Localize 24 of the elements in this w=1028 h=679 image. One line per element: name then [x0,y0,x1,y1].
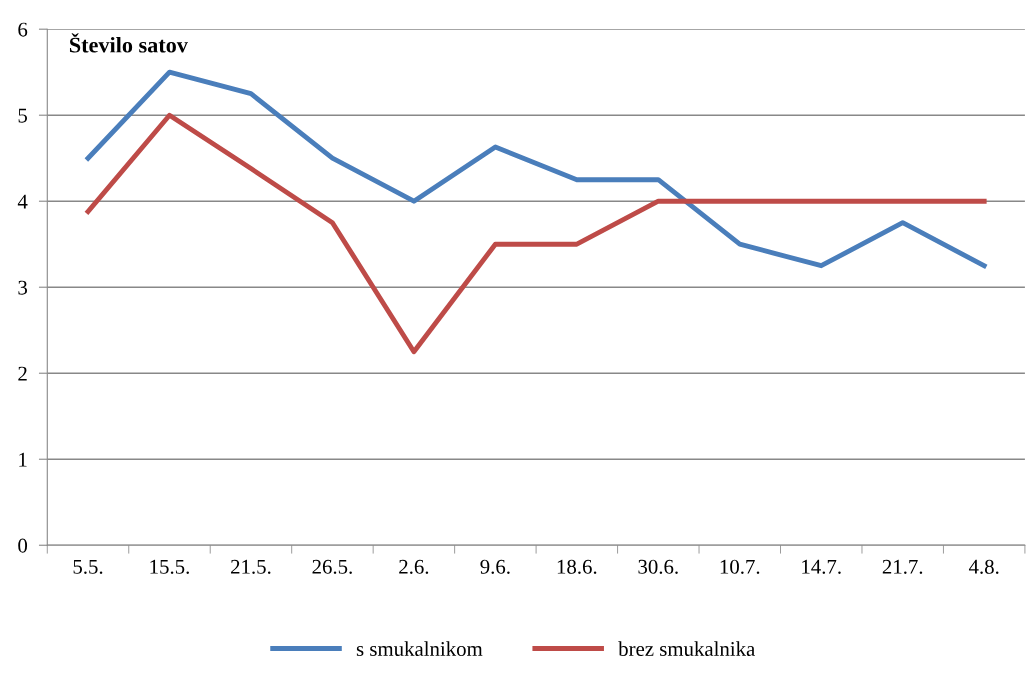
x-tick-label: 9.6. [480,559,510,574]
x-tick-label: 18.6. [557,559,597,574]
y-tick-label: 3 [18,280,28,295]
x-tick-label: 15.5. [150,559,189,574]
y-tick-label: 4 [17,194,28,209]
legend-label: brez smukalnika [618,641,756,657]
legend-label: s smukalnikom [356,641,483,657]
line-series [85,112,987,355]
x-tick-label: 5.5. [73,559,103,574]
x-tick-label: 21.7. [882,559,923,574]
x-tick-label: 4.8. [968,559,999,574]
y-tick-label: 1 [19,452,27,467]
x-tick-label: 10.7. [720,559,760,574]
line-series [85,69,987,269]
x-tick-label: 26.5. [312,559,352,574]
x-tick-label: 21.5. [231,559,271,574]
y-tick-label: 5 [18,108,28,123]
y-tick-label: 6 [18,22,28,37]
x-tick-label: 30.6. [638,559,678,574]
x-tick-label: 14.7. [802,559,841,574]
y-tick-label: 0 [18,538,28,553]
y-axis-title: Število satov [69,33,188,53]
y-tick-label: 2 [18,366,27,381]
x-tick-label: 2.6. [399,559,429,574]
